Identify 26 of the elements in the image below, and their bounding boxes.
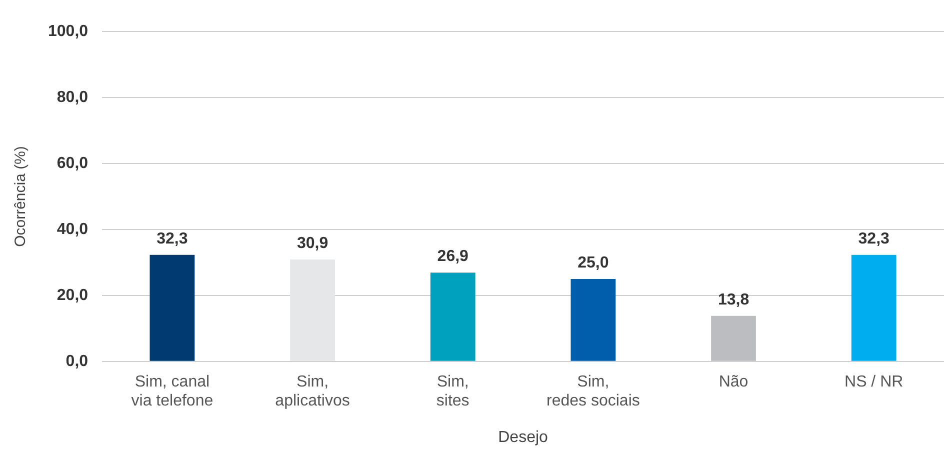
bar xyxy=(290,259,335,361)
y-axis-title: Ocorrência (%) xyxy=(12,146,30,247)
data-label: 26,9 xyxy=(437,248,469,266)
x-tick-label: Sim, aplicativos xyxy=(275,373,350,410)
data-label: 32,3 xyxy=(156,230,188,248)
y-tick-label: 40,0 xyxy=(56,220,88,238)
bar xyxy=(851,254,896,361)
y-tick-label: 0,0 xyxy=(66,352,88,370)
x-axis-title: Desejo xyxy=(498,428,548,446)
y-tick-label: 80,0 xyxy=(56,88,88,106)
data-label: 30,9 xyxy=(296,234,328,252)
y-tick-label: 100,0 xyxy=(48,23,88,40)
data-label: 25,0 xyxy=(578,254,609,272)
x-tick-label: Não xyxy=(718,373,748,390)
data-label: 13,8 xyxy=(718,291,750,308)
x-tick-label: Sim, redes sociais xyxy=(546,373,640,410)
bar xyxy=(570,278,616,361)
bar xyxy=(711,316,756,361)
x-tick-label: Sim, canal via telefone xyxy=(131,373,214,410)
x-tick-label: Sim, sites xyxy=(436,373,470,410)
x-tick-label: NS / NR xyxy=(844,373,904,390)
bar xyxy=(430,272,476,361)
y-tick-label: 20,0 xyxy=(56,286,88,304)
y-tick-label: 60,0 xyxy=(56,154,88,172)
data-label: 32,3 xyxy=(858,230,890,248)
bar xyxy=(150,254,195,361)
